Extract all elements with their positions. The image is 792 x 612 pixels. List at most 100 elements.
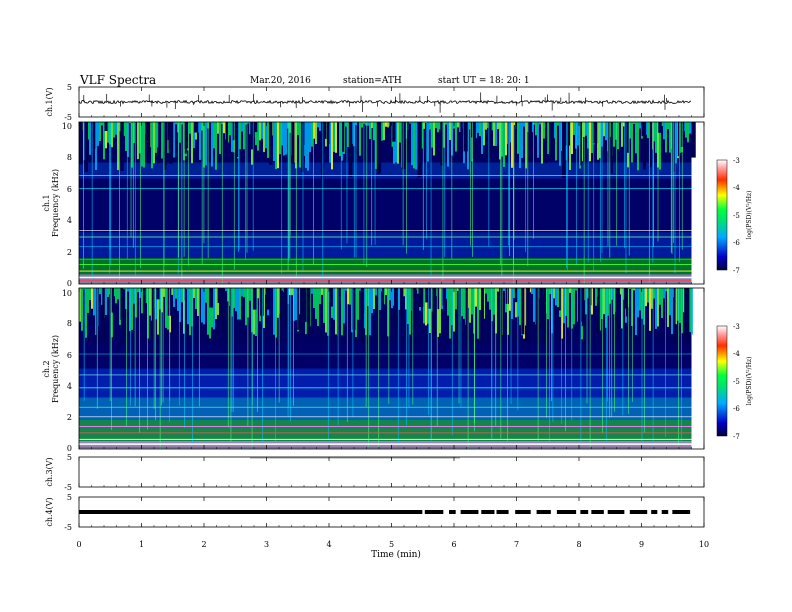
ch4-trace-segment bbox=[515, 510, 531, 514]
spectrogram-column bbox=[131, 122, 133, 168]
spectrogram-column bbox=[513, 288, 515, 299]
spectrogram-column bbox=[105, 288, 107, 315]
spectrogram-notch bbox=[465, 288, 469, 341]
ch4-trace-segment bbox=[651, 510, 658, 514]
spectrogram-column bbox=[341, 122, 343, 161]
spectrogram-band bbox=[79, 258, 692, 275]
spectrogram-column bbox=[665, 122, 667, 153]
spectrogram-notch bbox=[194, 122, 199, 133]
spectrogram-column bbox=[95, 288, 97, 335]
spectrogram-column bbox=[535, 122, 537, 136]
spectrogram-notch bbox=[152, 288, 155, 339]
spectrogram-column bbox=[323, 288, 325, 323]
spectrogram-notch bbox=[642, 122, 647, 170]
spectrogram-column bbox=[275, 288, 277, 338]
spectrogram-notch bbox=[577, 288, 582, 322]
spectrogram-column bbox=[585, 122, 587, 136]
spectrogram-column bbox=[133, 122, 135, 143]
spectrogram-column bbox=[237, 288, 239, 320]
spectrogram-column bbox=[679, 122, 681, 153]
ch4-waveform-trace bbox=[79, 510, 691, 514]
spectrogram-column bbox=[661, 122, 663, 126]
spectrogram-column bbox=[555, 122, 557, 161]
spectrogram-column bbox=[559, 122, 561, 166]
spectrogram-column bbox=[293, 288, 295, 321]
spectrogram-column bbox=[391, 122, 393, 147]
spectrogram-column bbox=[201, 288, 203, 323]
spectrogram-column bbox=[653, 288, 655, 299]
spectrogram-column bbox=[175, 122, 177, 125]
ch2-freq-tick-0: 0 bbox=[67, 444, 72, 453]
spectrogram-column bbox=[211, 288, 213, 328]
spectrogram-column bbox=[373, 122, 375, 141]
spectrogram-column bbox=[529, 288, 531, 293]
spectrogram-column bbox=[405, 122, 407, 139]
spectrogram-notch bbox=[168, 122, 172, 150]
spectrogram-notch bbox=[269, 122, 273, 165]
spectrogram-column bbox=[597, 122, 599, 160]
spectrogram-column bbox=[655, 122, 657, 153]
spectrogram-notch bbox=[624, 288, 627, 309]
spectrogram-column bbox=[125, 288, 127, 310]
time-tick-label-1: 1 bbox=[139, 540, 144, 549]
spectrogram-column bbox=[429, 122, 431, 130]
spectrogram-notch bbox=[306, 288, 311, 336]
spectrogram-column bbox=[359, 288, 361, 291]
spectrogram-column bbox=[461, 288, 463, 317]
spectrogram-column bbox=[671, 288, 673, 335]
spectrogram-column bbox=[413, 122, 415, 169]
spectrogram-column bbox=[565, 288, 567, 316]
spectrogram-column bbox=[239, 288, 241, 320]
spectrogram-column bbox=[321, 288, 323, 295]
spectrogram-column bbox=[485, 288, 487, 294]
spectrogram-column bbox=[487, 288, 489, 302]
spectrogram-column bbox=[339, 122, 341, 157]
spectrogram-column bbox=[227, 122, 229, 143]
spectrogram-column bbox=[685, 122, 687, 138]
spectrogram-column bbox=[189, 122, 191, 134]
spectrogram-notch bbox=[382, 288, 384, 316]
spectrogram-column bbox=[437, 122, 439, 133]
spectrogram-column bbox=[351, 288, 353, 333]
spectrogram-notch bbox=[526, 288, 530, 343]
spectrogram-column bbox=[511, 122, 513, 168]
spectrogram-column bbox=[113, 288, 115, 297]
ch4-trace-segment bbox=[607, 510, 625, 514]
ch4-trace-segment bbox=[661, 510, 669, 514]
spectrogram-notch bbox=[300, 288, 303, 331]
spectrogram-notch bbox=[392, 122, 396, 142]
ch1-freq-tick-4: 4 bbox=[67, 216, 72, 225]
spectrogram-column bbox=[459, 122, 461, 132]
spectrogram-column bbox=[263, 288, 265, 329]
ch2-freq-tick-10: 10 bbox=[62, 289, 72, 298]
spectrogram-notch bbox=[348, 122, 353, 178]
spectrogram-column bbox=[457, 288, 459, 291]
spectrogram-column bbox=[193, 288, 195, 298]
spectrogram-notch bbox=[394, 288, 399, 329]
spectrogram-column bbox=[383, 288, 385, 305]
spectrogram-column bbox=[155, 122, 157, 153]
spectrogram-column bbox=[635, 288, 637, 336]
spectrogram-column bbox=[661, 288, 663, 319]
time-tick-label-4: 4 bbox=[326, 540, 331, 549]
spectrogram-column bbox=[171, 288, 173, 295]
spectrogram-column bbox=[119, 288, 121, 325]
spectrogram-column bbox=[581, 122, 583, 162]
spectrogram-notch bbox=[472, 122, 476, 159]
spectrogram-column bbox=[519, 288, 521, 326]
spectrogram-column bbox=[613, 288, 615, 315]
spectrogram-column bbox=[359, 122, 361, 156]
spectrogram-notch bbox=[225, 122, 228, 143]
spectrogram-column bbox=[93, 288, 95, 316]
spectrogram-column bbox=[277, 288, 279, 318]
ch4-trace-segment bbox=[496, 510, 509, 514]
spectrogram-column bbox=[257, 288, 259, 299]
spectrogram-column bbox=[123, 122, 125, 136]
spectrogram-column bbox=[209, 288, 211, 339]
spectrogram-column bbox=[663, 122, 665, 140]
spectrogram-column bbox=[385, 122, 387, 127]
spectrogram-column bbox=[315, 288, 317, 319]
ch2-colorbar: -3 -4 -5 -6 -7 log(PSD)(V²/Hz) bbox=[716, 323, 753, 441]
spectrogram-column bbox=[435, 122, 437, 129]
spectrogram-column bbox=[255, 122, 257, 146]
